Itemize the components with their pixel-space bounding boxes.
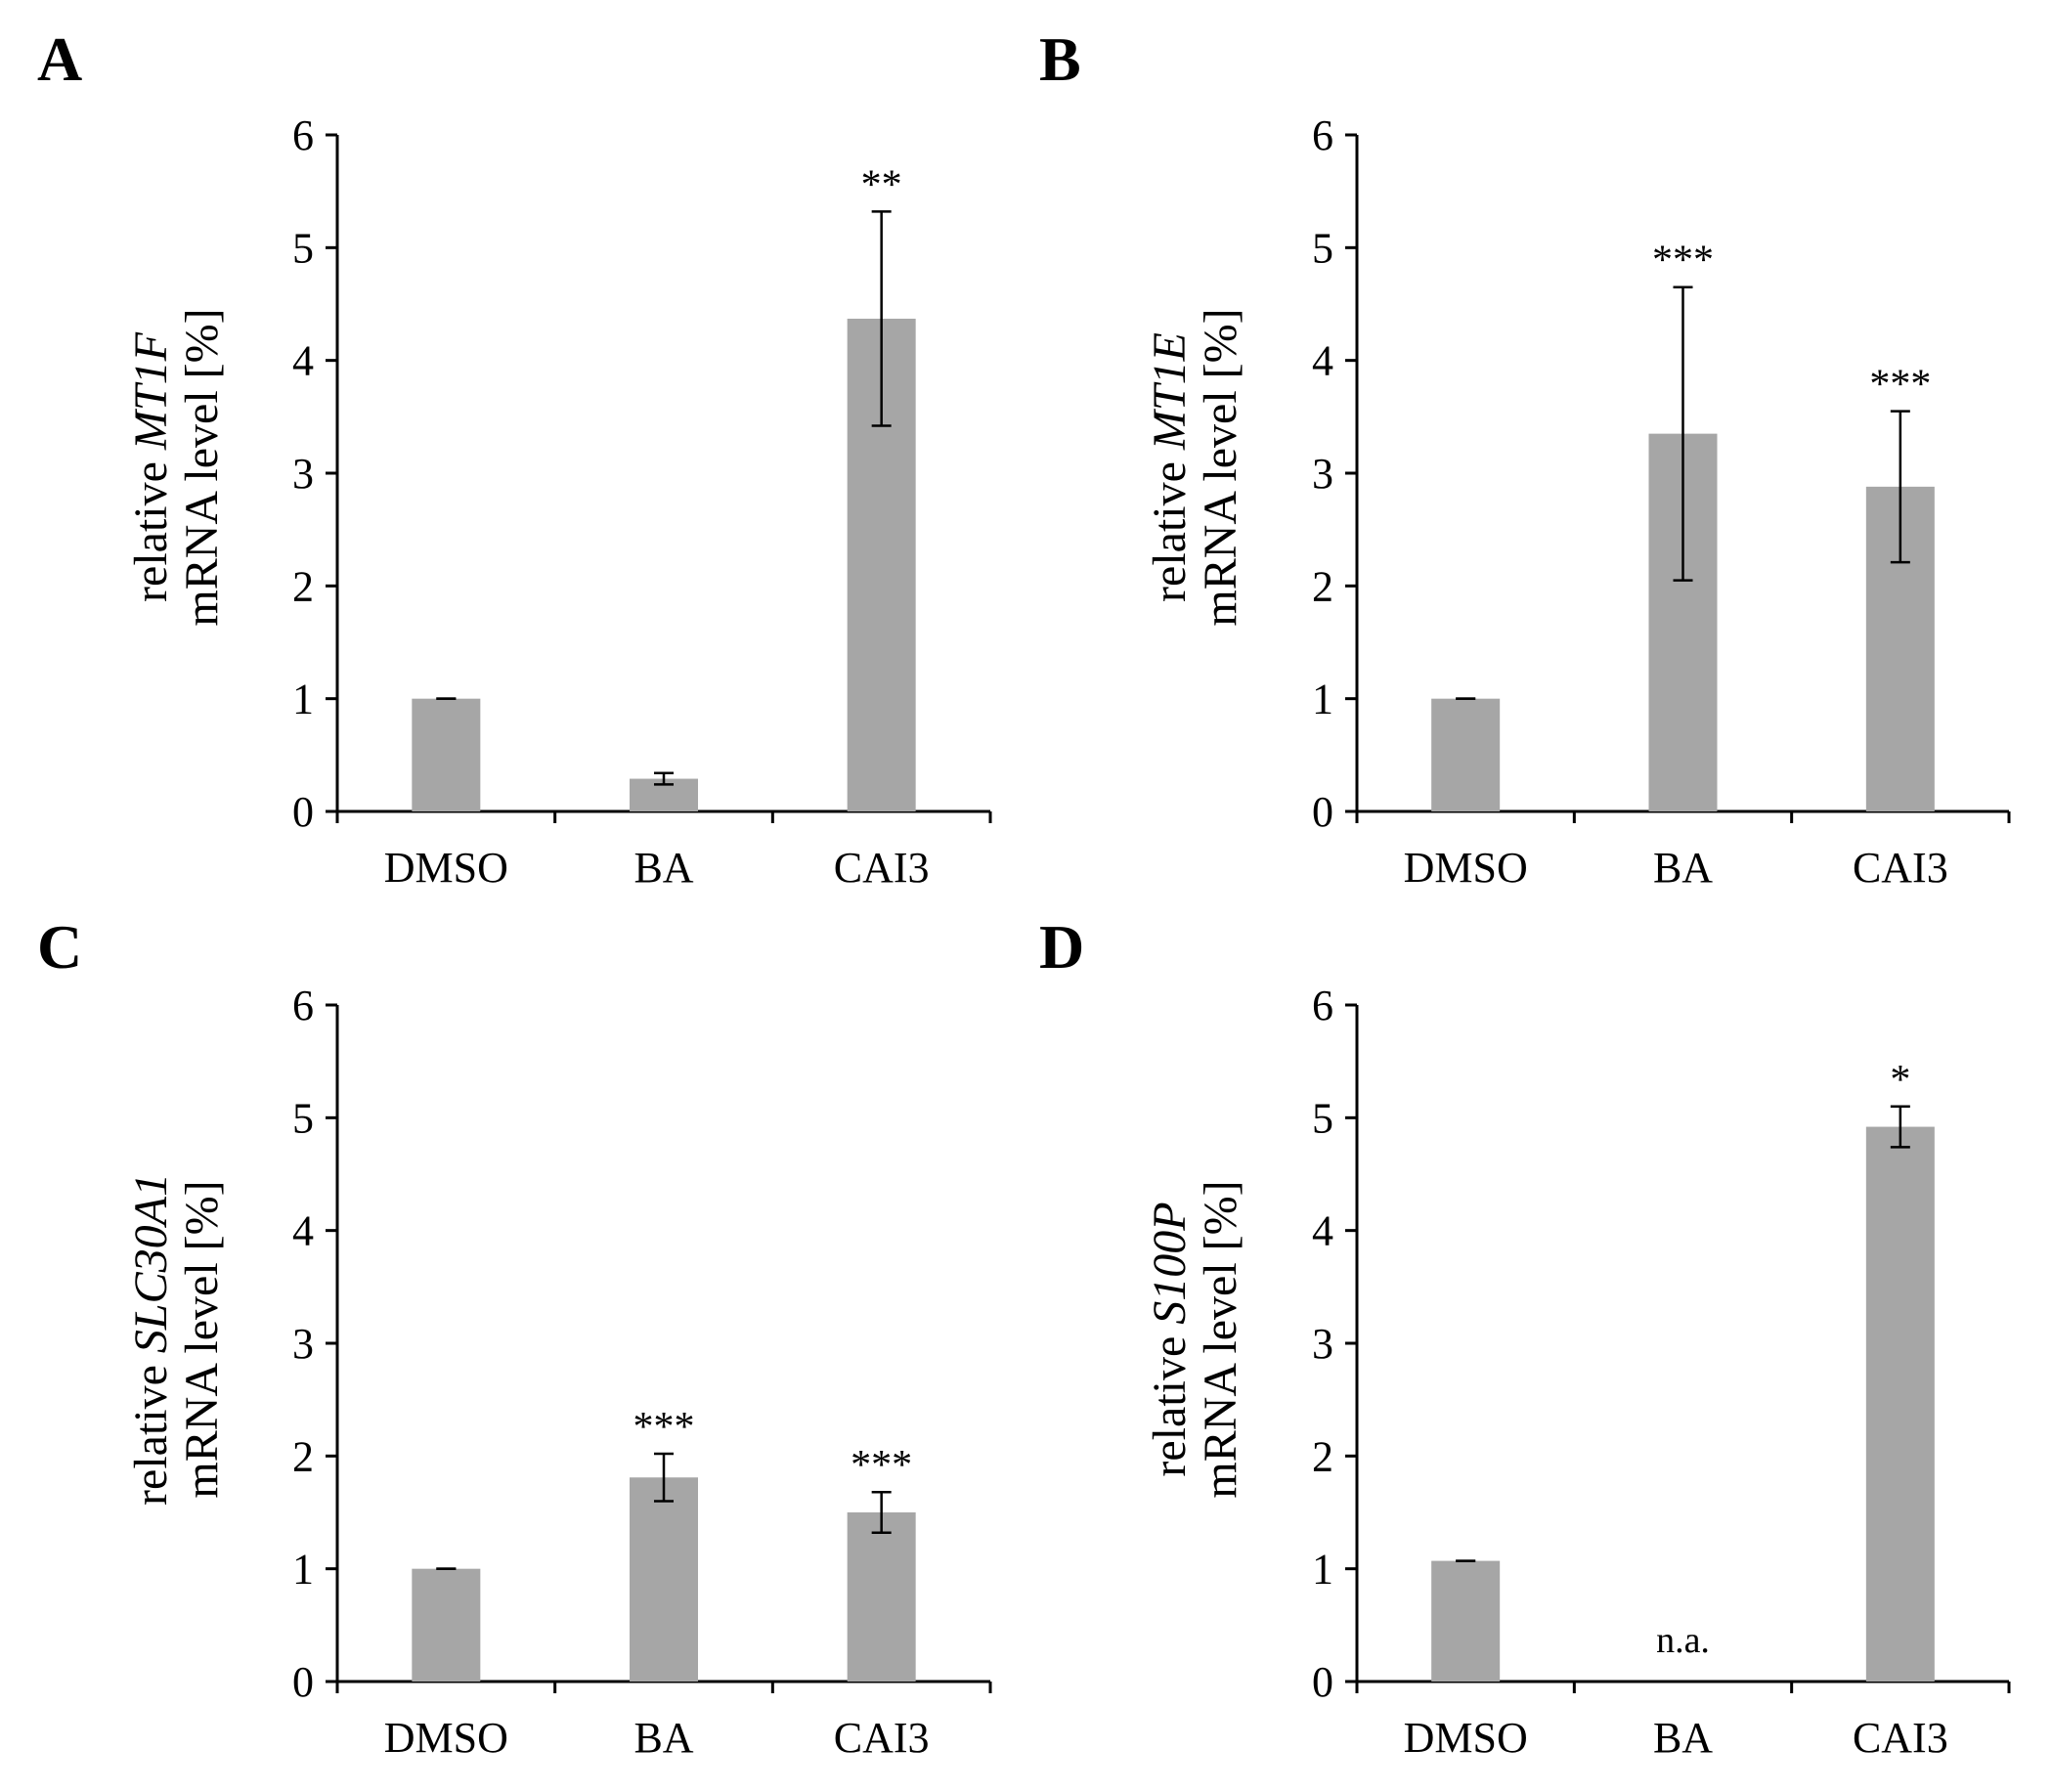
x-tick-label: CAI3 <box>834 844 930 892</box>
y-tick-label: 2 <box>292 1432 314 1480</box>
y-tick-label: 0 <box>1312 1658 1333 1706</box>
y-axis-label-line2: mRNA level [%] <box>1195 308 1246 626</box>
y-tick-label: 4 <box>292 1207 314 1255</box>
panel-d: D relative S100P mRNA level [%] 0 1 2 3 4 5 6 D… <box>1039 912 2011 1762</box>
y-tick-label: 0 <box>292 788 314 836</box>
panel-c: C relative SLC30A1 mRNA level [%] 0 1 2 3 4 5… <box>37 912 992 1762</box>
y-axis-label-line2: mRNA level [%] <box>1195 1180 1246 1498</box>
panel-letter: B <box>1039 24 1081 94</box>
x-tick-label: DMSO <box>1404 1714 1528 1762</box>
y-tick-label: 6 <box>1312 111 1333 159</box>
significance-label: * <box>1890 1058 1910 1103</box>
bar <box>847 1512 916 1682</box>
bar <box>412 1568 481 1682</box>
y-tick-label: 1 <box>1312 676 1333 723</box>
significance-label: *** <box>1869 363 1931 408</box>
y-tick-label: 1 <box>292 676 314 723</box>
y-tick-label: 0 <box>1312 788 1333 836</box>
significance-label: *** <box>1652 239 1714 284</box>
y-axis-label-line2: mRNA level [%] <box>176 1180 228 1498</box>
y-tick-label: 3 <box>292 1320 314 1368</box>
x-tick-label: BA <box>633 844 693 892</box>
y-tick-label: 4 <box>1312 1207 1333 1255</box>
x-tick-label: CAI3 <box>1853 1714 1948 1762</box>
y-tick-label: 2 <box>1312 562 1333 610</box>
y-tick-label: 4 <box>1312 337 1333 385</box>
x-tick-label: DMSO <box>1404 844 1528 892</box>
y-tick-label: 6 <box>1312 982 1333 1029</box>
x-tick-label: CAI3 <box>834 1714 930 1762</box>
significance-label: *** <box>633 1405 695 1450</box>
y-tick-label: 1 <box>1312 1546 1333 1594</box>
y-tick-label: 3 <box>292 450 314 498</box>
bar <box>1431 698 1501 811</box>
y-tick-label: 2 <box>292 562 314 610</box>
y-axis-label-line2: mRNA level [%] <box>176 308 228 626</box>
x-tick-label: BA <box>1653 844 1713 892</box>
bar <box>1431 1560 1501 1682</box>
x-tick-label: DMSO <box>384 844 508 892</box>
y-axis-label-line1: relative S100P <box>1144 1202 1196 1476</box>
y-tick-label: 5 <box>1312 1094 1333 1142</box>
y-tick-label: 2 <box>1312 1432 1333 1480</box>
y-tick-label: 3 <box>1312 1320 1333 1368</box>
y-tick-label: 1 <box>292 1546 314 1594</box>
x-tick-label: BA <box>633 1714 693 1762</box>
panel-letter: D <box>1039 912 1084 982</box>
na-label: n.a. <box>1656 1620 1710 1661</box>
y-tick-label: 6 <box>292 982 314 1029</box>
x-tick-label: BA <box>1653 1714 1713 1762</box>
y-tick-label: 3 <box>1312 450 1333 498</box>
x-tick-label: DMSO <box>384 1714 508 1762</box>
significance-label: ** <box>861 162 902 207</box>
y-axis-label-line1: relative MT1F <box>125 331 177 602</box>
y-tick-label: 5 <box>1312 224 1333 272</box>
y-tick-label: 5 <box>292 1094 314 1142</box>
y-tick-label: 4 <box>292 337 314 385</box>
panel-a: A relative MT1F mRNA level [%] 0 1 2 3 4 5 6 DM… <box>37 24 992 892</box>
y-tick-label: 0 <box>292 1658 314 1706</box>
x-tick-label: CAI3 <box>1853 844 1948 892</box>
panel-letter: C <box>37 912 82 982</box>
bar <box>630 1477 698 1682</box>
y-axis-label-line1: relative MT1E <box>1144 332 1196 602</box>
y-tick-label: 6 <box>292 111 314 159</box>
panel-b: B relative MT1E mRNA level [%] 0 1 2 3 4 5 6 DM… <box>1039 24 2011 892</box>
y-tick-label: 5 <box>292 224 314 272</box>
bar <box>412 698 481 811</box>
panel-letter: A <box>37 24 82 94</box>
bar <box>1865 1126 1935 1682</box>
significance-label: *** <box>851 1443 912 1488</box>
y-axis-label-line1: relative SLC30A1 <box>125 1173 177 1506</box>
